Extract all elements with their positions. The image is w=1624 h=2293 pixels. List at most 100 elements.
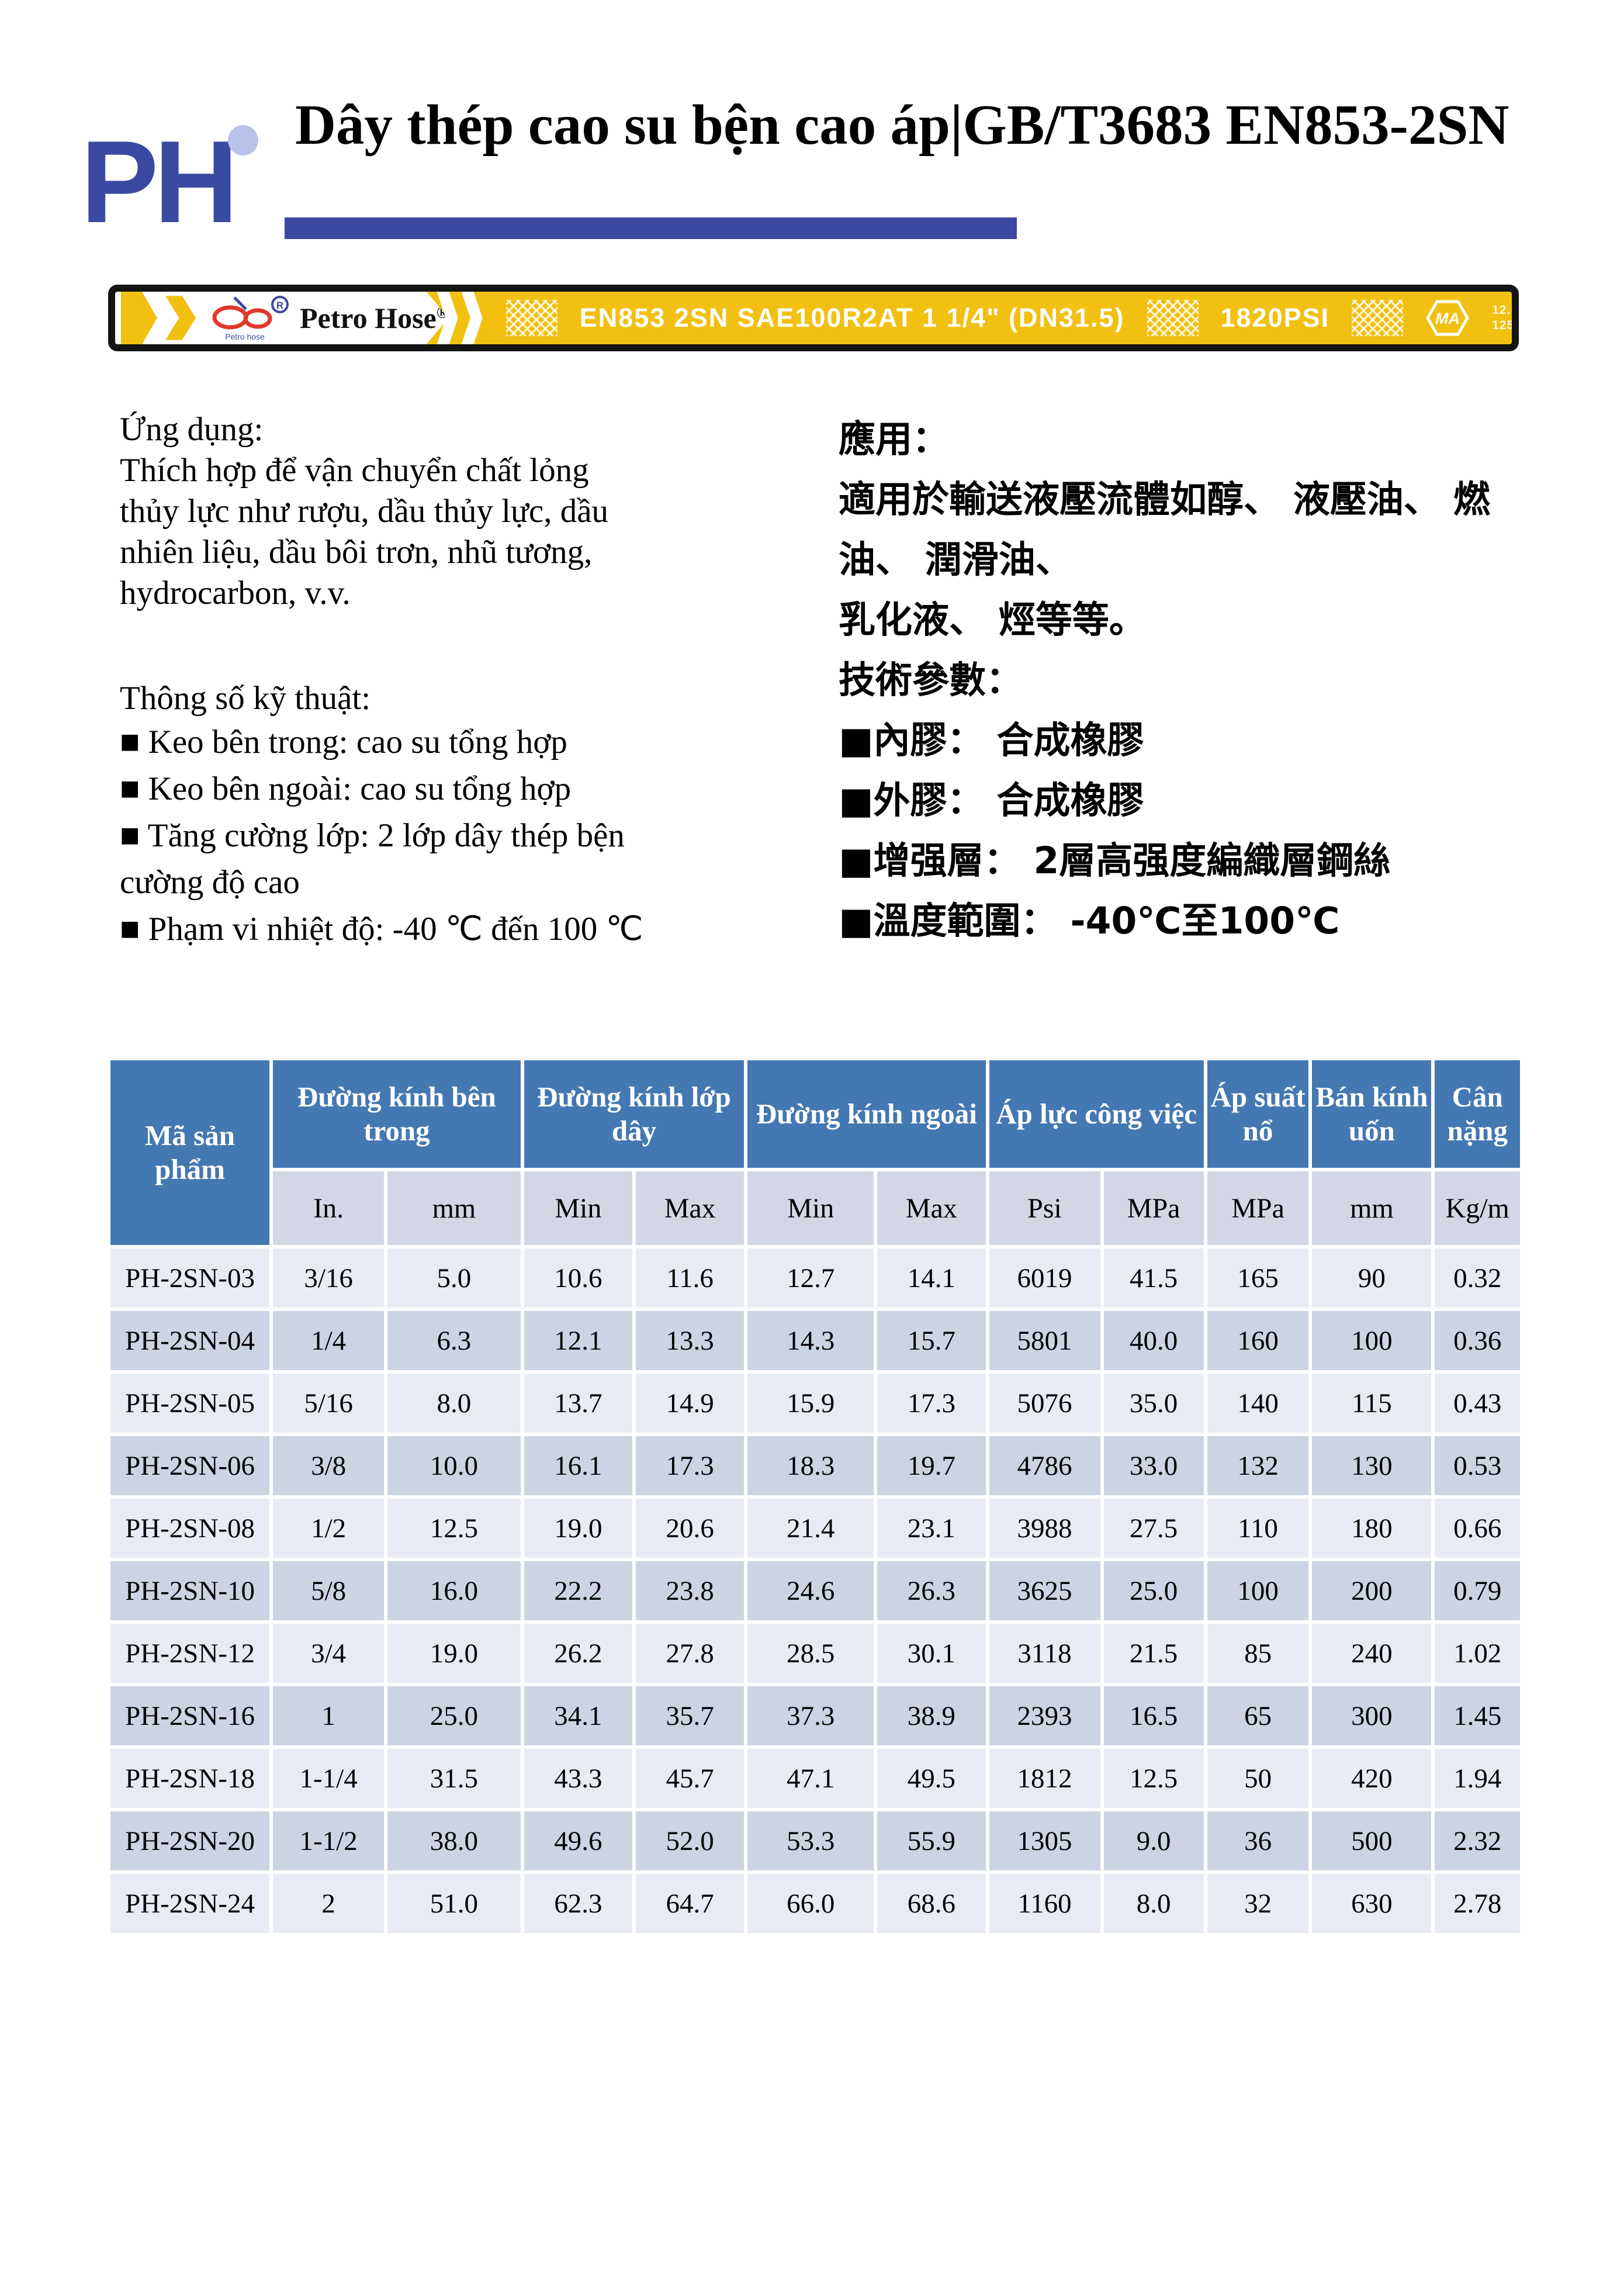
svg-text:MA: MA	[1435, 310, 1460, 327]
unit-header-cell: Min	[524, 1171, 633, 1245]
cell-bend-radius-mm: 240	[1312, 1624, 1432, 1683]
spec-table-header: Mã sản phẩm Đường kính bên trong Đường k…	[110, 1060, 1520, 1245]
cell-burst-pressure-mpa: 165	[1207, 1248, 1309, 1308]
cell-wire-diameter-max: 23.8	[636, 1561, 745, 1620]
cell-working-pressure-psi: 1305	[989, 1811, 1100, 1870]
cell-wire-diameter-max: 64.7	[636, 1874, 745, 1933]
text-line: ■溫度範圍： -40℃至100℃	[839, 900, 1340, 942]
cell-wire-diameter-min: 34.1	[524, 1686, 633, 1745]
unit-header-cell: MPa	[1103, 1171, 1204, 1245]
cell-outer-diameter-min: 12.7	[747, 1248, 874, 1308]
cell-inner-diameter-in: 3/16	[273, 1248, 385, 1308]
col-header-wire-layer-diameter: Đường kính lớp dây	[524, 1060, 745, 1168]
hose-pressure-text: 1820PSI	[1220, 303, 1330, 333]
chinese-description: 應用： 適用於輸送液壓流體如醇、 液壓油、 燃油、 潤滑油、 乳化液、 烴等等。 技術…	[839, 409, 1525, 951]
cell-burst-pressure-mpa: 50	[1207, 1749, 1309, 1808]
cell-weight-kgm: 2.32	[1435, 1811, 1520, 1870]
col-header-outer-diameter: Đường kính ngoài	[747, 1060, 986, 1168]
cell-wire-diameter-max: 27.8	[636, 1624, 745, 1683]
cell-product-code: PH-2SN-20	[110, 1811, 270, 1870]
cell-outer-diameter-max: 17.3	[877, 1374, 986, 1433]
hose-band-print: EN853 2SN SAE100R2AT 1 1/4" (DN31.5) 182…	[483, 292, 1512, 344]
cell-product-code: PH-2SN-16	[110, 1686, 270, 1745]
crosshatch-pattern-icon	[1147, 300, 1199, 336]
cell-product-code: PH-2SN-24	[110, 1874, 270, 1933]
cell-burst-pressure-mpa: 110	[1207, 1499, 1309, 1558]
title-underline-bar	[285, 217, 1017, 239]
cell-inner-diameter-mm: 19.0	[387, 1624, 521, 1683]
cell-working-pressure-psi: 5801	[989, 1311, 1100, 1370]
crosshatch-pattern-icon	[505, 300, 558, 336]
cell-bend-radius-mm: 500	[1312, 1811, 1432, 1870]
vi-spec-heading: Thông số kỹ thuật:	[120, 680, 371, 717]
cell-weight-kgm: 0.53	[1435, 1436, 1520, 1495]
cell-bend-radius-mm: 115	[1312, 1374, 1432, 1433]
cell-wire-diameter-max: 14.9	[636, 1374, 745, 1433]
vi-application-heading: Ứng dụng:	[120, 411, 264, 448]
cell-wire-diameter-min: 62.3	[524, 1874, 633, 1933]
table-row: PH-2SN-20 1-1/2 38.0 49.6 52.0 53.3 55.9…	[110, 1811, 1520, 1870]
cell-outer-diameter-min: 66.0	[747, 1874, 874, 1933]
cell-wire-diameter-min: 12.1	[524, 1311, 633, 1370]
cell-inner-diameter-in: 3/8	[273, 1436, 385, 1495]
cell-working-pressure-psi: 1812	[989, 1749, 1100, 1808]
cell-wire-diameter-min: 13.7	[524, 1374, 633, 1433]
spec-table-section: Mã sản phẩm Đường kính bên trong Đường k…	[107, 1057, 1523, 1936]
cell-inner-diameter-in: 2	[273, 1874, 385, 1933]
cell-outer-diameter-min: 24.6	[747, 1561, 874, 1620]
cell-inner-diameter-mm: 38.0	[387, 1811, 521, 1870]
unit-header-row: In. mm Min Max Min Max Psi MPa MPa mm Kg/m	[110, 1171, 1520, 1245]
cell-wire-diameter-max: 45.7	[636, 1749, 745, 1808]
table-row: PH-2SN-18 1-1/4 31.5 43.3 45.7 47.1 49.5…	[110, 1749, 1520, 1808]
cell-weight-kgm: 0.79	[1435, 1561, 1520, 1620]
cell-burst-pressure-mpa: 132	[1207, 1436, 1309, 1495]
text-line: ■內膠： 合成橡膠	[839, 719, 1144, 762]
unit-header-cell: Min	[747, 1171, 874, 1245]
unit-header-cell: Kg/m	[1435, 1171, 1520, 1245]
cell-burst-pressure-mpa: 36	[1207, 1811, 1309, 1870]
text-line: 適用於輸送液壓流體如醇、 液壓油、 燃	[839, 478, 1490, 521]
text-line: 油、 潤滑油、	[839, 538, 1072, 581]
cell-product-code: PH-2SN-05	[110, 1374, 270, 1433]
cell-outer-diameter-min: 37.3	[747, 1686, 874, 1745]
cell-working-pressure-mpa: 35.0	[1103, 1374, 1204, 1433]
svg-text:R: R	[276, 300, 283, 311]
cell-inner-diameter-mm: 25.0	[387, 1686, 521, 1745]
cell-working-pressure-mpa: 21.5	[1103, 1624, 1204, 1683]
cell-outer-diameter-max: 26.3	[877, 1561, 986, 1620]
cell-working-pressure-psi: 3625	[989, 1561, 1100, 1620]
cell-working-pressure-psi: 5076	[989, 1374, 1100, 1433]
cell-burst-pressure-mpa: 65	[1207, 1686, 1309, 1745]
cell-weight-kgm: 1.94	[1435, 1749, 1520, 1808]
cell-inner-diameter-mm: 31.5	[387, 1749, 521, 1808]
text-line: 應用：	[839, 418, 949, 461]
cell-wire-diameter-min: 10.6	[524, 1248, 633, 1308]
cell-working-pressure-mpa: 12.5	[1103, 1749, 1204, 1808]
text-line: ■ Phạm vi nhiệt độ: -40 ℃ đến 100 ℃	[120, 911, 643, 947]
page-title: Dây thép cao su bện cao áp|GB/T3683 EN85…	[295, 94, 1509, 156]
cell-outer-diameter-max: 15.7	[877, 1311, 986, 1370]
cell-burst-pressure-mpa: 100	[1207, 1561, 1309, 1620]
petro-hose-logo-icon: R Petro hose	[204, 294, 292, 342]
cell-outer-diameter-min: 14.3	[747, 1311, 874, 1370]
cell-outer-diameter-min: 21.4	[747, 1499, 874, 1558]
chevron-right-icon	[165, 296, 196, 340]
unit-header-cell: In.	[273, 1171, 385, 1245]
text-line: ■ Tăng cường lớp: 2 lớp dây thép bện	[120, 817, 625, 854]
cell-weight-kgm: 0.32	[1435, 1248, 1520, 1308]
cell-outer-diameter-min: 15.9	[747, 1374, 874, 1433]
spec-table-body: PH-2SN-03 3/16 5.0 10.6 11.6 12.7 14.1 6…	[110, 1248, 1520, 1933]
chevron-right-icon	[121, 292, 157, 344]
cell-wire-diameter-min: 19.0	[524, 1499, 633, 1558]
table-row: PH-2SN-08 1/2 12.5 19.0 20.6 21.4 23.1 3…	[110, 1499, 1520, 1558]
cell-outer-diameter-min: 47.1	[747, 1749, 874, 1808]
cell-inner-diameter-in: 5/8	[273, 1561, 385, 1620]
cell-bend-radius-mm: 200	[1312, 1561, 1432, 1620]
cell-working-pressure-psi: 3988	[989, 1499, 1100, 1558]
cell-wire-diameter-max: 35.7	[636, 1686, 745, 1745]
text-line: thủy lực như rượu, dầu thủy lực, dầu	[120, 493, 608, 530]
text-line: ■外膠： 合成橡膠	[839, 779, 1144, 822]
cell-inner-diameter-mm: 51.0	[387, 1874, 521, 1933]
hose-marking-band: R Petro hose Petro Hose® EN853 2SN SAE10…	[108, 285, 1519, 351]
